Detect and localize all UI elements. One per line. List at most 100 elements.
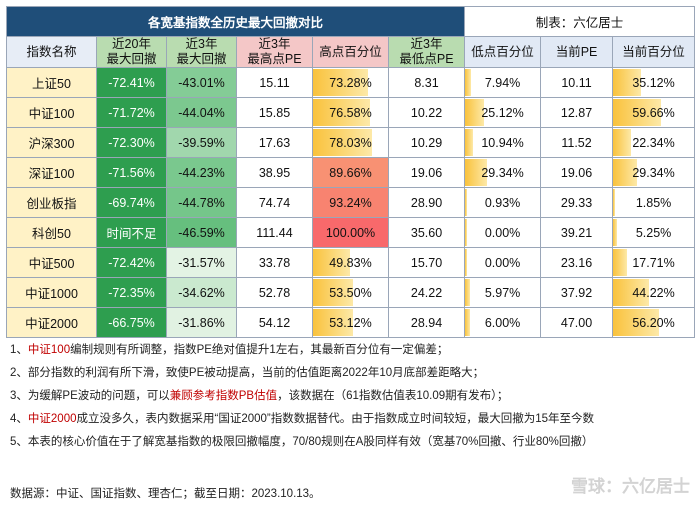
data-bar [613, 69, 642, 96]
cell-index-name-text: 上证50 [32, 77, 71, 91]
cell-hipe: 38.95 [236, 157, 313, 188]
cell-lopct-text: 29.34% [481, 165, 524, 180]
header-name: 指数名称 [6, 36, 97, 68]
data-bar [613, 249, 628, 276]
cell-hipe-text: 15.85 [258, 105, 291, 120]
cell-curpe: 19.06 [540, 157, 614, 188]
cell-dd20-text: -71.72% [108, 105, 155, 120]
cell-lope-text: 15.70 [410, 255, 443, 270]
header-dd3: 近3年 最大回撤 [166, 36, 237, 68]
cell-index-name: 中证1000 [6, 277, 97, 308]
cell-curpe-text: 47.00 [560, 315, 593, 330]
cell-curpct: 1.85% [612, 187, 696, 218]
data-bar [465, 309, 470, 336]
note-text: 成立没多久，表内数据采用“国证2000”指数数据替代。由于指数成立时间较短，最大… [76, 413, 595, 425]
note-text: 2、部分指数的利润有所下滑，致使PE被动提高，当前的估值距离2022年10月底部… [10, 367, 485, 379]
cell-dd3-text: -31.86% [178, 315, 225, 330]
cell-dd3: -31.57% [166, 247, 237, 278]
cell-lope: 28.94 [387, 307, 466, 338]
cell-curpct-text: 44.22% [632, 285, 675, 300]
cell-index-name: 科创50 [6, 217, 97, 248]
cell-curpe: 10.11 [540, 67, 614, 98]
cell-dd3: -39.59% [166, 127, 237, 158]
note-text: 5、本表的核心价值在于了解宽基指数的极限回撤幅度，70/80规则在A股同样有效（… [10, 436, 594, 448]
cell-index-name-text: 中证2000 [25, 317, 78, 331]
table-row: 科创50 时间不足 -46.59% 111.44 100.00% 35.60 0.00% 39… [6, 217, 696, 248]
cell-dd20-text: 时间不足 [106, 227, 157, 241]
data-bar [465, 189, 467, 216]
cell-index-name: 沪深300 [6, 127, 97, 158]
cell-hipct: 100.00% [312, 217, 389, 248]
cell-dd20: -72.42% [96, 247, 167, 278]
notes-section: 1、中证100编制规则有所调整，指数PE绝对值提升1左右，其最新百分位有一定偏差… [10, 339, 690, 454]
cell-hipe: 33.78 [236, 247, 313, 278]
data-bar [613, 219, 618, 246]
cell-curpct-text: 5.25% [635, 225, 672, 240]
cell-curpe-text: 23.16 [560, 255, 593, 270]
cell-curpe-text: 37.92 [560, 285, 593, 300]
note-highlight: 中证2000 [27, 413, 77, 425]
cell-curpct: 5.25% [612, 217, 696, 248]
cell-hipe-text: 54.12 [258, 315, 291, 330]
data-bar [613, 189, 616, 216]
data-bar [313, 249, 351, 276]
note-text: ，该数据在（61指数估值表10.09期有发布）； [277, 390, 509, 402]
data-bar [313, 309, 353, 336]
note-text: 1、 [10, 344, 28, 356]
data-bar [313, 129, 372, 156]
note-highlight: 中证100 [27, 344, 71, 356]
cell-curpct: 29.34% [612, 157, 696, 188]
cell-curpct: 35.12% [612, 67, 696, 98]
cell-lope-text: 8.31 [414, 75, 439, 90]
cell-dd20-text: -72.41% [108, 75, 155, 90]
header-dd20: 近20年 最大回撤 [96, 36, 167, 68]
cell-curpct: 44.22% [612, 277, 696, 308]
cell-curpct: 59.66% [612, 97, 696, 128]
cell-dd3-text: -31.57% [178, 255, 225, 270]
cell-index-name: 上证50 [6, 67, 97, 98]
cell-hipct: 73.28% [312, 67, 389, 98]
cell-index-name-text: 深证100 [28, 167, 75, 181]
cell-hipct-text: 53.12% [329, 315, 372, 330]
cell-lope-text: 10.29 [410, 135, 443, 150]
cell-lopct-text: 7.94% [484, 75, 521, 90]
cell-lope: 8.31 [387, 67, 466, 98]
table-author: 制表：六亿居士 [464, 6, 696, 37]
cell-curpe: 29.33 [540, 187, 614, 218]
cell-hipct: 76.58% [312, 97, 389, 128]
cell-dd3-text: -43.01% [178, 75, 225, 90]
cell-dd20-text: -72.42% [108, 255, 155, 270]
data-bar [613, 309, 659, 336]
cell-curpct: 22.34% [612, 127, 696, 158]
header-lopct: 低点百分位 [464, 36, 542, 68]
cell-lopct-text: 0.93% [484, 195, 521, 210]
cell-lope: 19.06 [387, 157, 466, 188]
cell-dd20: -72.30% [96, 127, 167, 158]
cell-dd20: 时间不足 [96, 217, 167, 248]
cell-lope-text: 28.90 [410, 195, 443, 210]
cell-index-name: 深证100 [6, 157, 97, 188]
cell-hipe-text: 111.44 [256, 225, 293, 240]
cell-lopct: 5.97% [464, 277, 542, 308]
table-row: 沪深300 -72.30% -39.59% 17.63 78.03% 10.29 10.94… [6, 127, 696, 158]
cell-lope: 15.70 [387, 247, 466, 278]
cell-curpe: 39.21 [540, 217, 614, 248]
cell-hipct-text: 73.28% [329, 75, 372, 90]
cell-hipct-text: 49.83% [329, 255, 372, 270]
cell-curpct-text: 59.66% [632, 105, 675, 120]
cell-curpct: 56.20% [612, 307, 696, 338]
cell-hipct: 93.24% [312, 187, 389, 218]
data-bar [465, 99, 484, 126]
note-highlight: 兼顾参考指数PB估值 [169, 390, 278, 402]
cell-curpe-text: 39.21 [560, 225, 593, 240]
data-bar [313, 69, 368, 96]
cell-curpe: 37.92 [540, 277, 614, 308]
header-curpct: 当前百分位 [612, 36, 696, 68]
cell-curpe: 47.00 [540, 307, 614, 338]
cell-hipe-text: 52.78 [258, 285, 291, 300]
cell-lopct: 0.00% [464, 247, 542, 278]
cell-index-name: 创业板指 [6, 187, 97, 218]
cell-lope: 10.22 [387, 97, 466, 128]
data-bar [465, 159, 488, 186]
cell-lopct-text: 0.00% [484, 225, 521, 240]
